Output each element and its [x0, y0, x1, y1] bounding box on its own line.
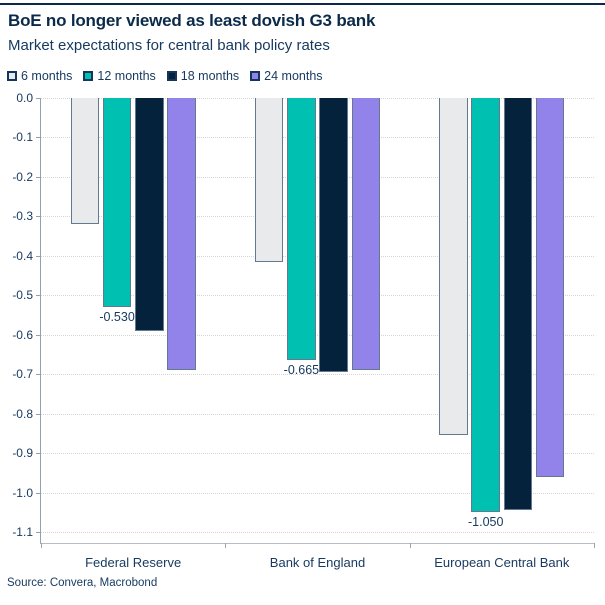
y-axis-tick	[36, 453, 40, 455]
bar-european-central-bank-12-months	[471, 98, 500, 513]
bar-value-label: -1.050	[467, 515, 504, 530]
y-axis-label: -0.7	[12, 367, 33, 382]
y-axis-tick	[36, 137, 40, 139]
plot-area: -0.530 Federal Reserve -0.665 Bank of Engla…	[36, 98, 595, 570]
y-axis-tick	[36, 492, 40, 494]
x-axis-label-bank-of-england: Bank of England	[269, 555, 366, 570]
gridline	[41, 255, 594, 257]
x-axis-tick	[225, 543, 227, 548]
gridline	[41, 413, 594, 415]
y-axis-label: -0.1	[12, 130, 33, 145]
gridline	[41, 453, 594, 455]
y-axis-label: -0.9	[12, 446, 33, 461]
gridline	[41, 374, 594, 376]
x-axis-tick	[594, 543, 595, 548]
gridline	[41, 334, 594, 336]
bar-european-central-bank-18-months	[503, 98, 533, 511]
y-axis-tick	[36, 216, 40, 218]
y-axis-label: -1.0	[12, 485, 33, 500]
gridline	[41, 176, 594, 178]
legend-marker-6-months	[7, 71, 17, 81]
legend-label: 18 months	[180, 69, 240, 83]
bar-european-central-bank-24-months	[535, 98, 565, 477]
x-axis-tick	[409, 543, 411, 548]
y-axis-label: -0.2	[12, 169, 33, 184]
source-note: Source: Convera, Macrobond	[7, 577, 158, 589]
gridline	[41, 137, 594, 139]
chart-subtitle: Market expectations for central bank pol…	[8, 37, 330, 54]
y-axis-label: -0.5	[12, 288, 33, 303]
y-axis-label: -0.3	[12, 209, 33, 224]
bar-federal-reserve-24-months	[167, 98, 196, 371]
bar-federal-reserve-18-months	[135, 98, 164, 331]
legend-marker-18-months	[166, 71, 177, 81]
chart-title: BoE no longer viewed as least dovish G3 …	[8, 11, 376, 30]
bar-european-central-bank-6-months	[439, 98, 468, 436]
bar-federal-reserve-12-months	[102, 98, 132, 308]
legend-item-24-months: 24 months	[250, 69, 323, 83]
bar-value-label: -0.530	[99, 310, 135, 325]
y-axis-tick	[36, 413, 40, 415]
gridline	[41, 98, 594, 99]
y-axis-tick	[36, 532, 40, 534]
legend: 6 months 12 months 18 months 24 months	[7, 69, 323, 83]
y-axis-label: -0.6	[12, 327, 33, 342]
bar-bank-of-england-6-months	[254, 98, 284, 262]
y-axis-label: -0.4	[12, 248, 33, 263]
x-axis-tick	[41, 543, 42, 548]
top-border-rule	[0, 3, 605, 5]
legend-item-18-months: 18 months	[166, 69, 240, 83]
legend-marker-12-months	[83, 71, 94, 81]
bar-bank-of-england-24-months	[351, 98, 381, 371]
gridline	[41, 295, 594, 297]
bar-federal-reserve-6-months	[70, 98, 100, 225]
y-axis-tick	[36, 176, 40, 178]
legend-item-12-months: 12 months	[83, 69, 156, 83]
bar-bank-of-england-18-months	[319, 98, 348, 373]
legend-label: 6 months	[21, 69, 73, 83]
y-axis-label: -1.1	[12, 525, 33, 540]
y-axis-label: 0.0	[16, 91, 33, 105]
y-axis-tick	[36, 374, 40, 376]
bar-value-label: -0.665	[283, 363, 320, 378]
y-axis-tick	[36, 295, 40, 297]
gridline	[41, 216, 594, 218]
legend-marker-24-months	[250, 71, 261, 81]
legend-label: 24 months	[264, 69, 323, 83]
bar-bank-of-england-12-months	[287, 98, 316, 361]
y-axis-tick	[36, 255, 40, 257]
y-axis-tick	[36, 334, 40, 336]
y-axis-label: -0.8	[12, 406, 33, 421]
x-axis-label-federal-reserve: Federal Reserve	[85, 555, 182, 570]
legend-label: 12 months	[97, 69, 156, 83]
gridline	[41, 532, 594, 534]
x-axis-label-european-central-bank: European Central Bank	[434, 555, 570, 570]
y-axis-tick	[36, 98, 40, 99]
legend-item-6-months: 6 months	[7, 69, 72, 83]
gridline	[41, 492, 594, 494]
